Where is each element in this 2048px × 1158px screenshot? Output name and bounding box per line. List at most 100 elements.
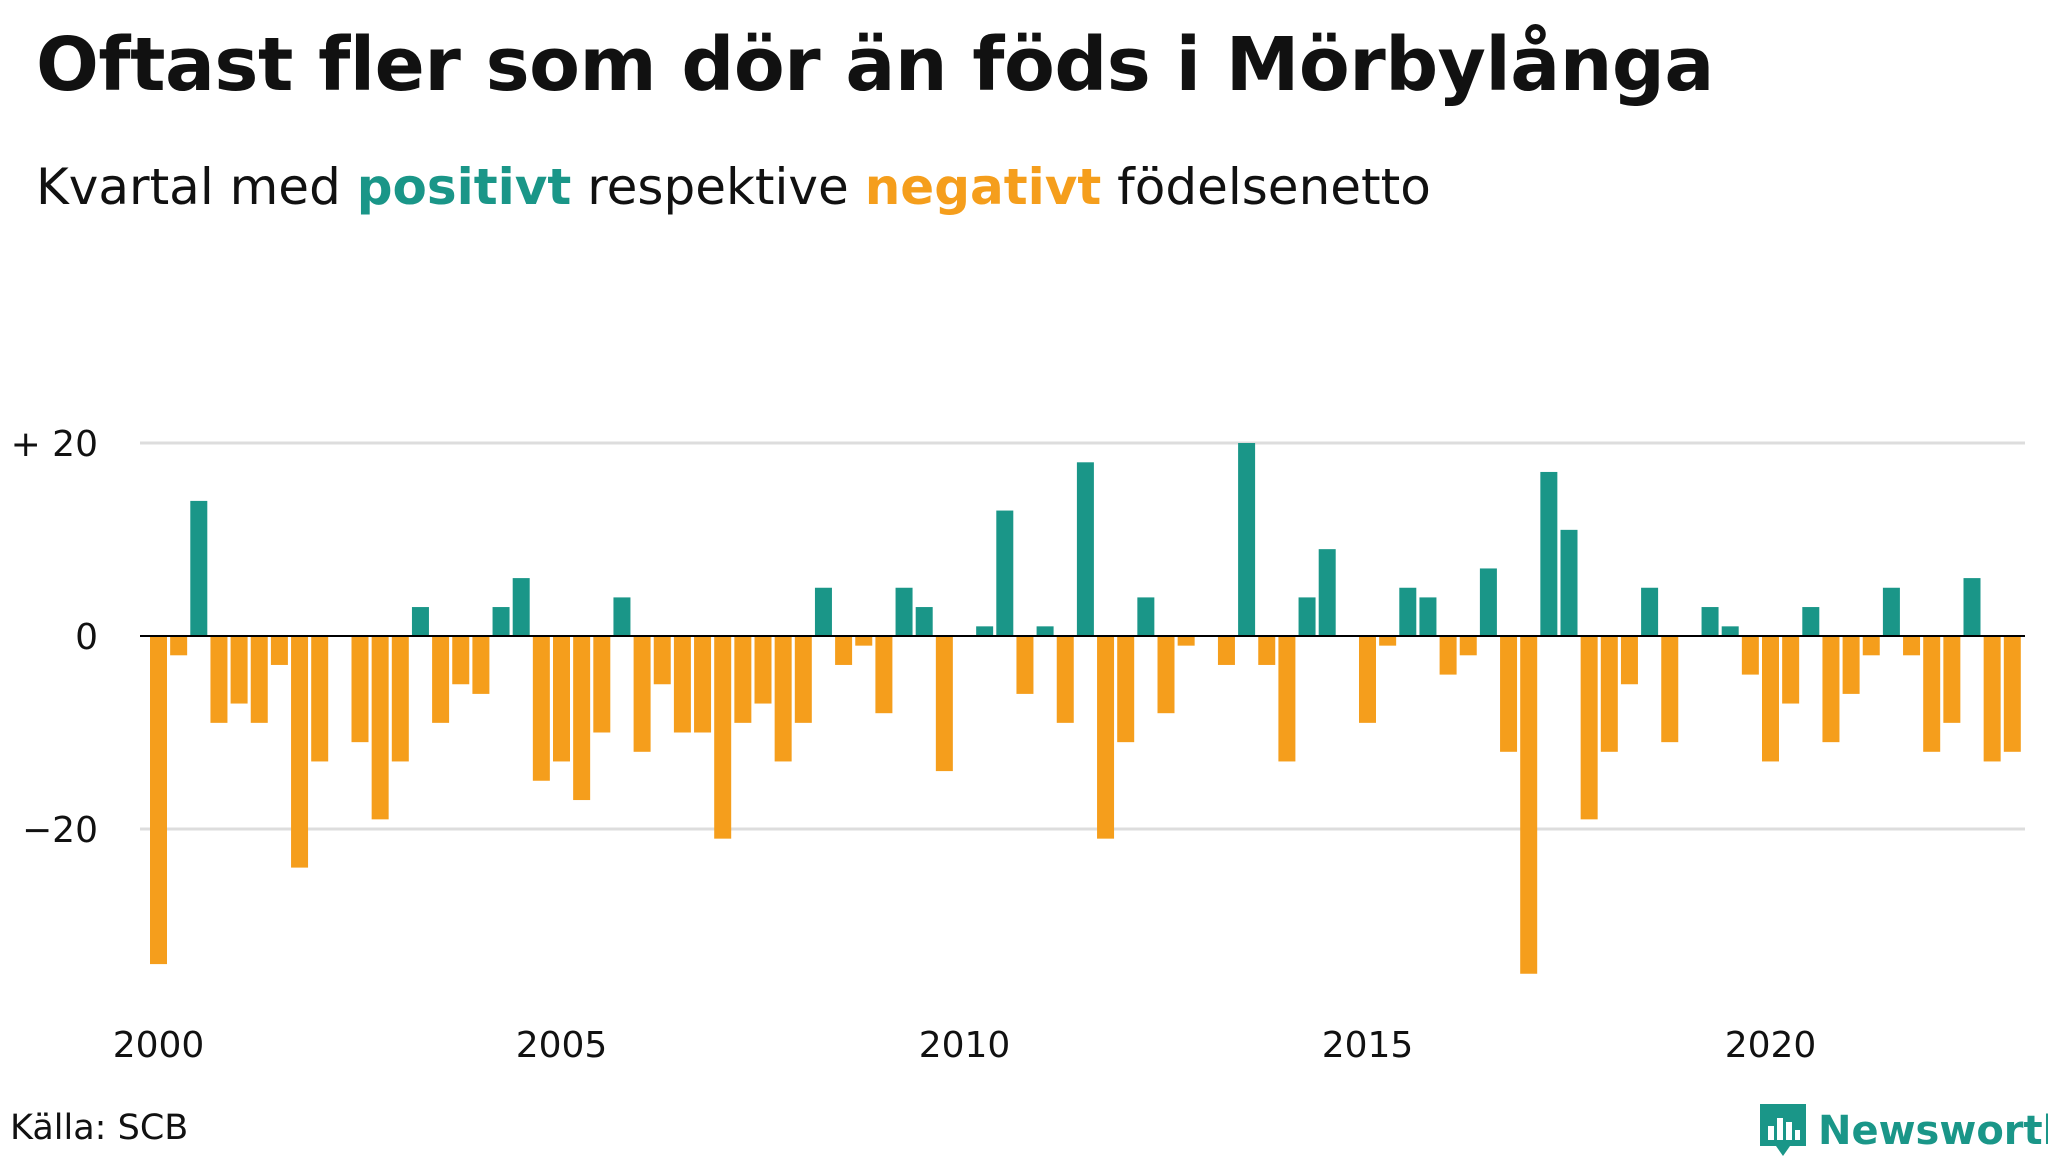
bar: [1741, 636, 1759, 675]
bar: [1217, 636, 1235, 665]
bar: [1923, 636, 1941, 752]
x-tick-label: 2015: [1322, 1025, 1414, 1066]
bar: [895, 587, 913, 636]
bar: [250, 636, 268, 723]
subtitle-middle: respektive: [587, 158, 849, 216]
bar: [1600, 636, 1618, 752]
bar: [1963, 578, 1981, 636]
bar: [794, 636, 812, 723]
bar: [1359, 636, 1376, 723]
bar: [1620, 636, 1638, 685]
bar: [1137, 597, 1155, 636]
bar: [512, 578, 530, 636]
bar: [1762, 636, 1779, 762]
bar: [553, 636, 570, 762]
brand-logo: Newsworthy: [1760, 1104, 2048, 1158]
bar: [432, 636, 450, 723]
bar: [411, 607, 429, 636]
bar: [1782, 636, 1800, 704]
bar: [1258, 636, 1276, 665]
subtitle-negative-word: negativt: [864, 158, 1102, 216]
bar: [935, 636, 953, 772]
bar: [573, 636, 591, 801]
bar: [210, 636, 228, 723]
bar: [270, 636, 288, 665]
bar: [452, 636, 470, 685]
bar: [1036, 626, 1054, 636]
bar: [1439, 636, 1457, 675]
bar: [734, 636, 752, 723]
bar: [472, 636, 490, 694]
bar: [915, 607, 933, 636]
bar: [1016, 636, 1034, 694]
bar: [150, 636, 167, 965]
bar: [1540, 471, 1558, 636]
bar: [593, 636, 611, 733]
subtitle-positive-word: positivt: [356, 158, 572, 216]
bar: [1580, 636, 1598, 820]
bar: [835, 636, 853, 665]
bar: [1097, 636, 1115, 839]
bar: [1721, 626, 1739, 636]
y-tick-label: + 20: [11, 424, 98, 465]
bar: [1802, 607, 1820, 636]
subtitle-tail: födelsenetto: [1117, 158, 1431, 216]
x-tick-label: 2005: [516, 1025, 608, 1066]
bar: [1278, 636, 1296, 762]
bar: [1701, 607, 1719, 636]
source-note: Källa: SCB: [10, 1108, 189, 1148]
bar: [1983, 636, 2001, 762]
bar: [2003, 636, 2021, 752]
bar: [1822, 636, 1840, 743]
bar: [291, 636, 309, 868]
bar: [311, 636, 329, 762]
bar: [1479, 568, 1497, 636]
bar: [875, 636, 893, 714]
bar: [814, 587, 832, 636]
bar: [673, 636, 691, 733]
y-tick-label: −20: [22, 810, 98, 851]
newsworthy-logo-icon: [1760, 1104, 1806, 1156]
bar: [1298, 597, 1316, 636]
bar: [190, 500, 208, 636]
chart-subtitle: Kvartal med positivt respektive negativt…: [36, 158, 1431, 216]
x-tick-label: 2000: [113, 1025, 205, 1066]
bar: [613, 597, 631, 636]
bar: [996, 510, 1014, 636]
bar: [1177, 636, 1195, 646]
bar: [1862, 636, 1880, 656]
bar: [1943, 636, 1961, 723]
bar: [653, 636, 671, 685]
bar: [1661, 636, 1679, 743]
brand-name: Newsworthy: [1818, 1108, 2048, 1154]
bar: [1520, 636, 1538, 974]
bar: [694, 636, 712, 733]
x-tick-label: 2010: [919, 1025, 1011, 1066]
bar: [633, 636, 651, 752]
bar: [1560, 529, 1578, 636]
chart-title: Oftast fler som dör än föds i Mörbylånga: [36, 22, 1714, 108]
bar: [774, 636, 792, 762]
bar: [855, 636, 873, 646]
bar: [1117, 636, 1135, 743]
bar: [1379, 636, 1397, 646]
bar: [1056, 636, 1074, 723]
bar: [1076, 462, 1094, 636]
x-tick-label: 2020: [1725, 1025, 1817, 1066]
bar: [1419, 597, 1437, 636]
bar: [1641, 587, 1659, 636]
bar: [371, 636, 389, 820]
bar: [351, 636, 369, 743]
bar: [1882, 587, 1900, 636]
bar: [976, 626, 994, 636]
y-tick-label: 0: [75, 617, 98, 658]
bar: [1842, 636, 1860, 694]
bar: [1399, 587, 1417, 636]
bar: [532, 636, 550, 781]
bar: [492, 607, 510, 636]
bar: [1903, 636, 1921, 656]
bar: [754, 636, 772, 704]
bar: [391, 636, 409, 762]
bar: [170, 636, 188, 656]
